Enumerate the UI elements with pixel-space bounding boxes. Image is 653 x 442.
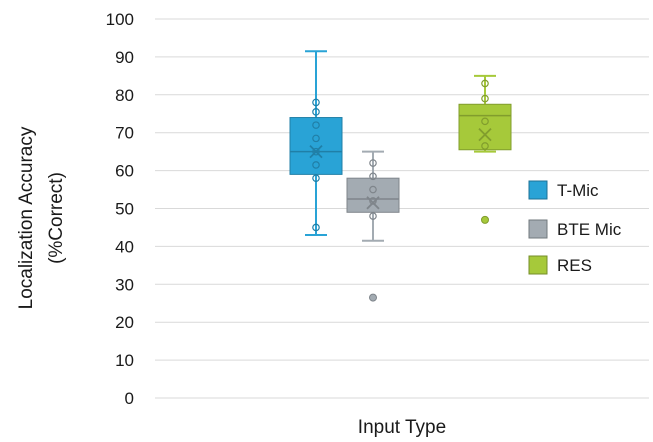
legend-label: BTE Mic: [557, 220, 622, 239]
box-res: [459, 76, 511, 224]
y-axis-title-line2: (%Correct): [46, 172, 67, 264]
legend-swatch: [529, 256, 547, 274]
outlier-point: [370, 294, 377, 301]
y-axis-title-line1: Localization Accuracy: [16, 126, 37, 309]
boxes: [290, 51, 511, 301]
legend-swatch: [529, 181, 547, 199]
legend: T-Mic BTE Mic RES: [529, 181, 622, 275]
legend-label: RES: [557, 256, 592, 275]
gridlines: [155, 19, 649, 398]
y-tick-label: 20: [115, 313, 134, 332]
box-iqr: [290, 118, 342, 175]
box-t-mic: [290, 51, 342, 235]
y-tick-label: 30: [115, 275, 134, 294]
y-tick-label: 40: [115, 237, 134, 256]
y-tick-label: 50: [115, 200, 134, 219]
y-tick-label: 10: [115, 351, 134, 370]
y-tick-label: 60: [115, 162, 134, 181]
y-tick-label: 0: [125, 389, 134, 408]
y-tick-label: 80: [115, 86, 134, 105]
y-axis-title: Localization Accuracy (%Correct): [16, 126, 67, 309]
y-tick-label: 90: [115, 48, 134, 67]
legend-swatch: [529, 220, 547, 238]
y-tick-label: 100: [106, 10, 134, 29]
box-bte-mic: [347, 152, 399, 301]
outlier-point: [482, 216, 489, 223]
legend-label: T-Mic: [557, 181, 599, 200]
y-tick-label: 70: [115, 124, 134, 143]
x-axis-title: Input Type: [358, 417, 446, 438]
y-axis-ticks: 0 10 20 30 40 50 60 70 80 90 100: [106, 10, 134, 408]
box-iqr: [347, 178, 399, 212]
